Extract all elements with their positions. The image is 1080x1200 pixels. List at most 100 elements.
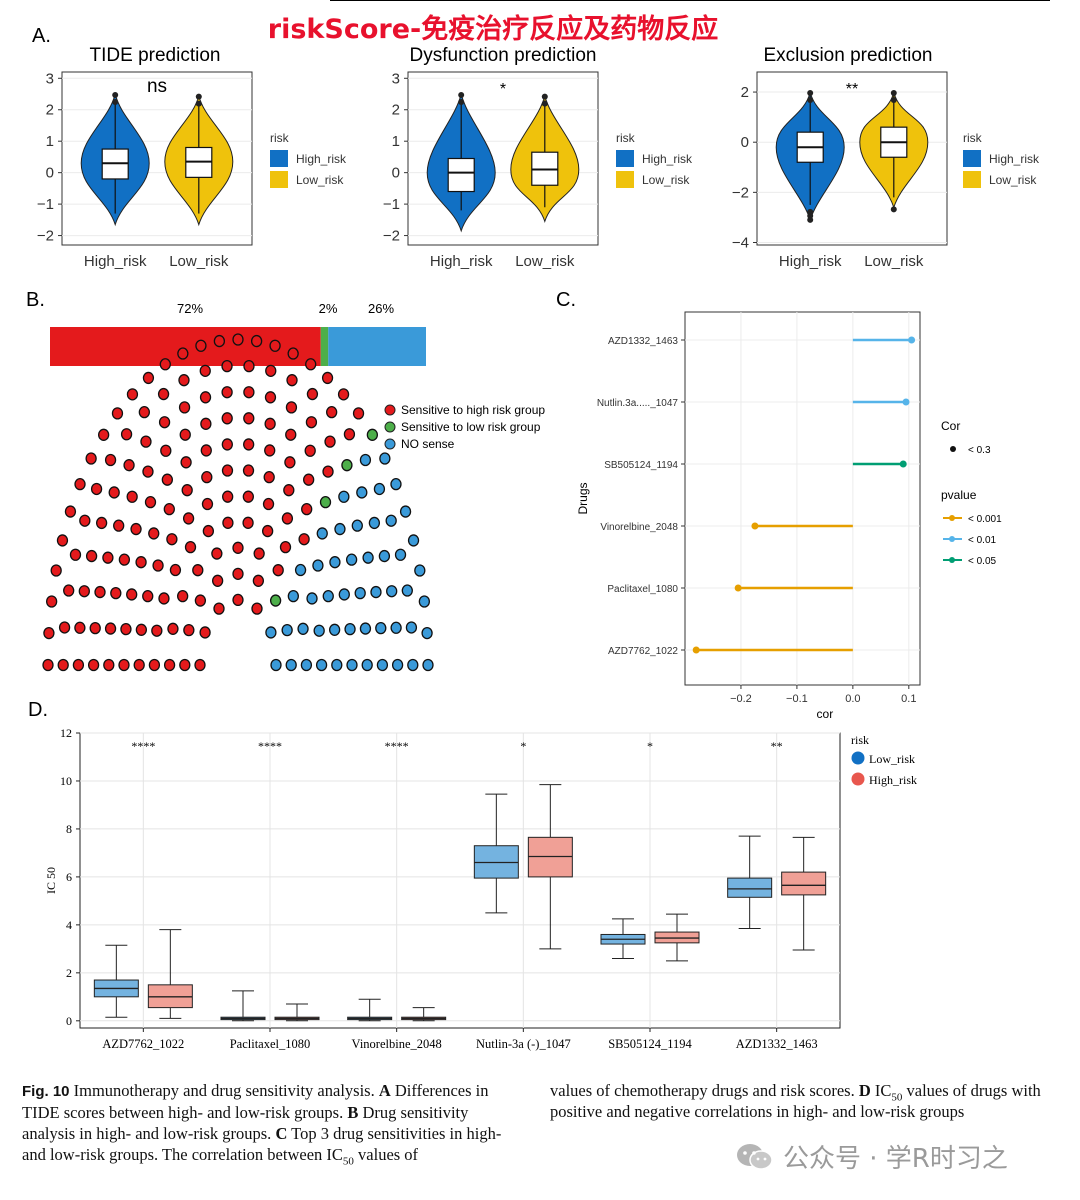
parliament-dot: [305, 416, 318, 429]
violin-title-2: Exclusion prediction: [764, 45, 933, 66]
parliament-dot: [265, 626, 277, 639]
header-title: riskScore-免疫治疗反应及药物反应: [268, 13, 718, 45]
parliament-dot: [378, 549, 391, 563]
parliament-dot: [272, 564, 284, 577]
violin-box-1-0: [447, 157, 475, 193]
parliament-dot: [199, 626, 211, 639]
parliament-dot: [58, 621, 71, 634]
figure-canvas: riskScore-免疫治疗反应及药物反应 A. B. C. D. TIDE p…: [26, 13, 1040, 1051]
violin-ytick-label-2: −4: [732, 234, 749, 251]
violin-ytick-label-2: −2: [732, 184, 749, 201]
parliament-dot: [221, 412, 233, 425]
watermark: 公众号 · 学R时习之: [735, 1138, 1008, 1175]
bar-value-label-1: 2%: [319, 301, 338, 316]
violin-ytick-label-2: 0: [741, 134, 749, 151]
lollipop-legend-cor-title: Cor: [941, 419, 960, 433]
lollipop-legend-cor-label: < 0.3: [968, 445, 991, 456]
parliament-dot: [140, 435, 152, 448]
lollipop-point: [692, 646, 700, 654]
caption-text-7: values of drugs with positive and negati…: [550, 1081, 1041, 1121]
boxplot-frame: [79, 732, 841, 1029]
parliament-dot: [69, 548, 82, 561]
lollipop-legend-p-label: < 0.01: [968, 535, 997, 546]
lollipop-point: [751, 522, 759, 530]
lollipop-drug-label: Vinorelbine_2048: [600, 522, 678, 533]
dot-legend-label-0: Sensitive to high risk group: [401, 403, 545, 417]
parliament-dot: [130, 522, 142, 536]
parliament-dot: [264, 391, 277, 404]
parliament-dot: [90, 482, 103, 496]
parliament-dot: [126, 588, 138, 601]
parliament-dot: [232, 333, 244, 346]
parliament-dot: [213, 602, 225, 615]
parliament-dot: [85, 452, 97, 465]
parliament-dot: [148, 658, 161, 672]
parliament-dot: [200, 444, 212, 457]
parliament-dot: [123, 459, 135, 472]
parliament-dot: [306, 387, 319, 401]
boxplot-ylabel: IC 50: [44, 867, 58, 894]
parliament-dot: [138, 406, 150, 419]
parliament-dot: [285, 401, 298, 414]
parliament-dot: [167, 622, 179, 635]
parliament-dot: [97, 428, 110, 441]
parliament-dot: [338, 588, 350, 601]
parliament-dot: [373, 482, 386, 496]
boxplot-xtick-label: Paclitaxel_1080: [230, 1037, 311, 1051]
parliament-dot: [418, 595, 430, 608]
watermark-text: 公众号 · 学R时习之: [783, 1144, 1008, 1174]
parliament-dot: [385, 514, 397, 527]
boxplot-xtick-label: Nutlin-3a (-)_1047: [476, 1037, 571, 1051]
parliament-dot: [359, 622, 372, 635]
lollipop-legend-p-dot: [949, 536, 955, 542]
parliament-dot: [194, 594, 207, 607]
parliament-dot: [322, 590, 334, 603]
violin-ytick-label-0: −1: [37, 196, 54, 213]
violin-legend-swatch-0-0: [270, 150, 288, 167]
parliament-dot: [329, 556, 341, 569]
parliament-dot: [177, 347, 189, 360]
parliament-dot: [322, 465, 334, 478]
parliament-dot: [202, 524, 215, 538]
parliament-dot: [104, 622, 117, 635]
parliament-dot: [321, 371, 334, 385]
parliament-dot: [414, 564, 426, 577]
parliament-dot: [407, 534, 420, 547]
bar-segment-2: [328, 327, 426, 366]
violin-ytick-label-1: 2: [392, 102, 400, 119]
parliament-dot: [326, 406, 338, 419]
parliament-dot: [142, 371, 155, 385]
parliament-dot: [270, 658, 282, 672]
parliament-dot: [346, 658, 358, 672]
parliament-dot: [195, 339, 207, 352]
caption-left: Fig. 10 Immunotherapy and drug sensitivi…: [22, 1080, 522, 1168]
boxplot-legend-title: risk: [851, 733, 869, 747]
violin-outlier-2-0: [807, 90, 814, 97]
parliament-dot: [50, 564, 62, 577]
violin-ytick-label-1: −1: [383, 196, 400, 213]
parliament-dot: [181, 484, 193, 497]
caption-sub-50: 50: [342, 1155, 354, 1168]
parliament-dot: [135, 623, 148, 636]
parliament-dot: [56, 534, 69, 547]
parliament-dot: [345, 553, 358, 566]
dot-legend-label-2: NO sense: [401, 437, 455, 451]
parliament-dot: [243, 438, 255, 451]
violin-ytick-label-1: −2: [383, 228, 400, 245]
parliament-dot: [285, 428, 297, 441]
parliament-dot: [313, 624, 325, 637]
parliament-dot: [178, 401, 191, 414]
parliament-dot: [74, 621, 86, 634]
violin-outlier-0-1: [195, 100, 202, 107]
violin-legend-label-1-0: High_risk: [642, 152, 693, 166]
parliament-dot: [304, 444, 316, 457]
dot-legend-swatch-2: [384, 438, 396, 450]
parliament-dot: [133, 658, 145, 672]
lollipop-xtick-label: 0.0: [845, 693, 860, 705]
boxplot-significance: *: [520, 739, 526, 753]
violin-xtick-label-2-1: Low_risk: [864, 253, 924, 270]
parliament-dot: [126, 490, 138, 503]
violin-xtick-label-0-1: Low_risk: [169, 253, 229, 270]
parliament-dot: [87, 658, 100, 672]
parliament-dot: [351, 519, 363, 532]
